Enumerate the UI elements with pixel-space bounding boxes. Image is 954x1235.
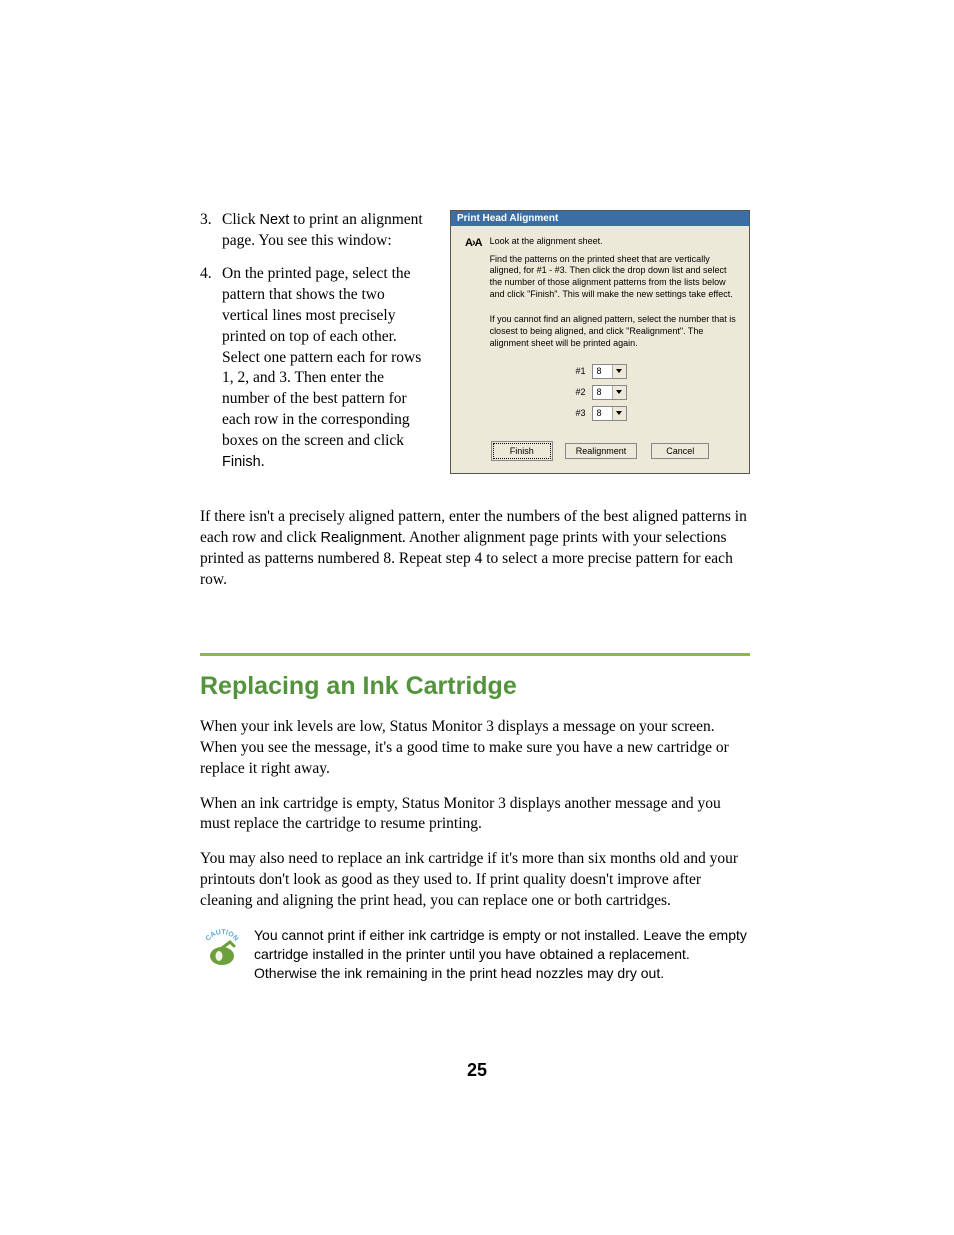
steps-column: Click Next to print an alignment page. Y… — [200, 210, 430, 485]
step-4-text-a: On the printed page, select the pattern … — [222, 265, 421, 449]
dialog-screenshot: Print Head Alignment A›A Look at the ali… — [450, 210, 750, 485]
chevron-down-icon[interactable] — [612, 386, 626, 399]
next-label: Next — [259, 212, 289, 228]
caution-text: You cannot print if either ink cartridge… — [254, 926, 750, 983]
section-p3: You may also need to replace an ink cart… — [200, 849, 750, 912]
step-3: Click Next to print an alignment page. Y… — [222, 210, 430, 252]
page-number: 25 — [0, 1060, 954, 1081]
dialog-p1: Find the patterns on the printed sheet t… — [490, 254, 737, 301]
finish-button[interactable]: Finish — [493, 443, 551, 459]
cancel-button[interactable]: Cancel — [651, 443, 709, 459]
dialog-header-row: A›A Look at the alignment sheet. Find th… — [465, 236, 737, 350]
dialog-p2: If you cannot find an aligned pattern, s… — [490, 314, 737, 349]
finish-label: Finish — [222, 454, 261, 470]
section-rule — [200, 653, 750, 656]
select-label-1: #1 — [575, 366, 585, 376]
steps-and-dialog: Click Next to print an alignment page. Y… — [200, 210, 750, 485]
dialog-title: Print Head Alignment — [451, 211, 749, 226]
svg-text:CAUTION: CAUTION — [205, 929, 240, 943]
followup-paragraph: If there isn't a precisely aligned patte… — [200, 507, 750, 591]
alignment-icon: A›A — [465, 236, 482, 350]
chevron-down-icon[interactable] — [612, 407, 626, 420]
caution-icon: CAUTION — [200, 926, 244, 983]
select-1[interactable]: 8 — [592, 364, 627, 379]
dialog-buttons: Finish Realignment Cancel — [465, 443, 737, 459]
dialog-look-text: Look at the alignment sheet. — [490, 236, 737, 248]
section-p1: When your ink levels are low, Status Mon… — [200, 717, 750, 780]
select-row-3: #3 8 — [465, 406, 737, 421]
section-title: Replacing an Ink Cartridge — [200, 672, 750, 701]
realignment-button[interactable]: Realignment — [565, 443, 638, 459]
step-4: On the printed page, select the pattern … — [222, 264, 430, 473]
select-3[interactable]: 8 — [592, 406, 627, 421]
select-label-2: #2 — [575, 387, 585, 397]
step-4-text-b: . — [261, 453, 265, 470]
step-3-text-a: Click — [222, 211, 259, 228]
select-label-3: #3 — [575, 408, 585, 418]
dialog-select-group: #1 8 #2 8 — [465, 364, 737, 421]
select-3-value: 8 — [593, 408, 612, 418]
select-2-value: 8 — [593, 387, 612, 397]
chevron-down-icon[interactable] — [612, 365, 626, 378]
select-row-2: #2 8 — [465, 385, 737, 400]
select-1-value: 8 — [593, 366, 612, 376]
print-head-alignment-dialog: Print Head Alignment A›A Look at the ali… — [450, 210, 750, 474]
select-2[interactable]: 8 — [592, 385, 627, 400]
section-p2: When an ink cartridge is empty, Status M… — [200, 794, 750, 836]
select-row-1: #1 8 — [465, 364, 737, 379]
caution-block: CAUTION You cannot print if either ink c… — [200, 926, 750, 983]
page-content: Click Next to print an alignment page. Y… — [200, 210, 750, 983]
dialog-body: A›A Look at the alignment sheet. Find th… — [451, 226, 749, 473]
steps-list: Click Next to print an alignment page. Y… — [200, 210, 430, 473]
realignment-label: Realignment — [321, 530, 402, 546]
